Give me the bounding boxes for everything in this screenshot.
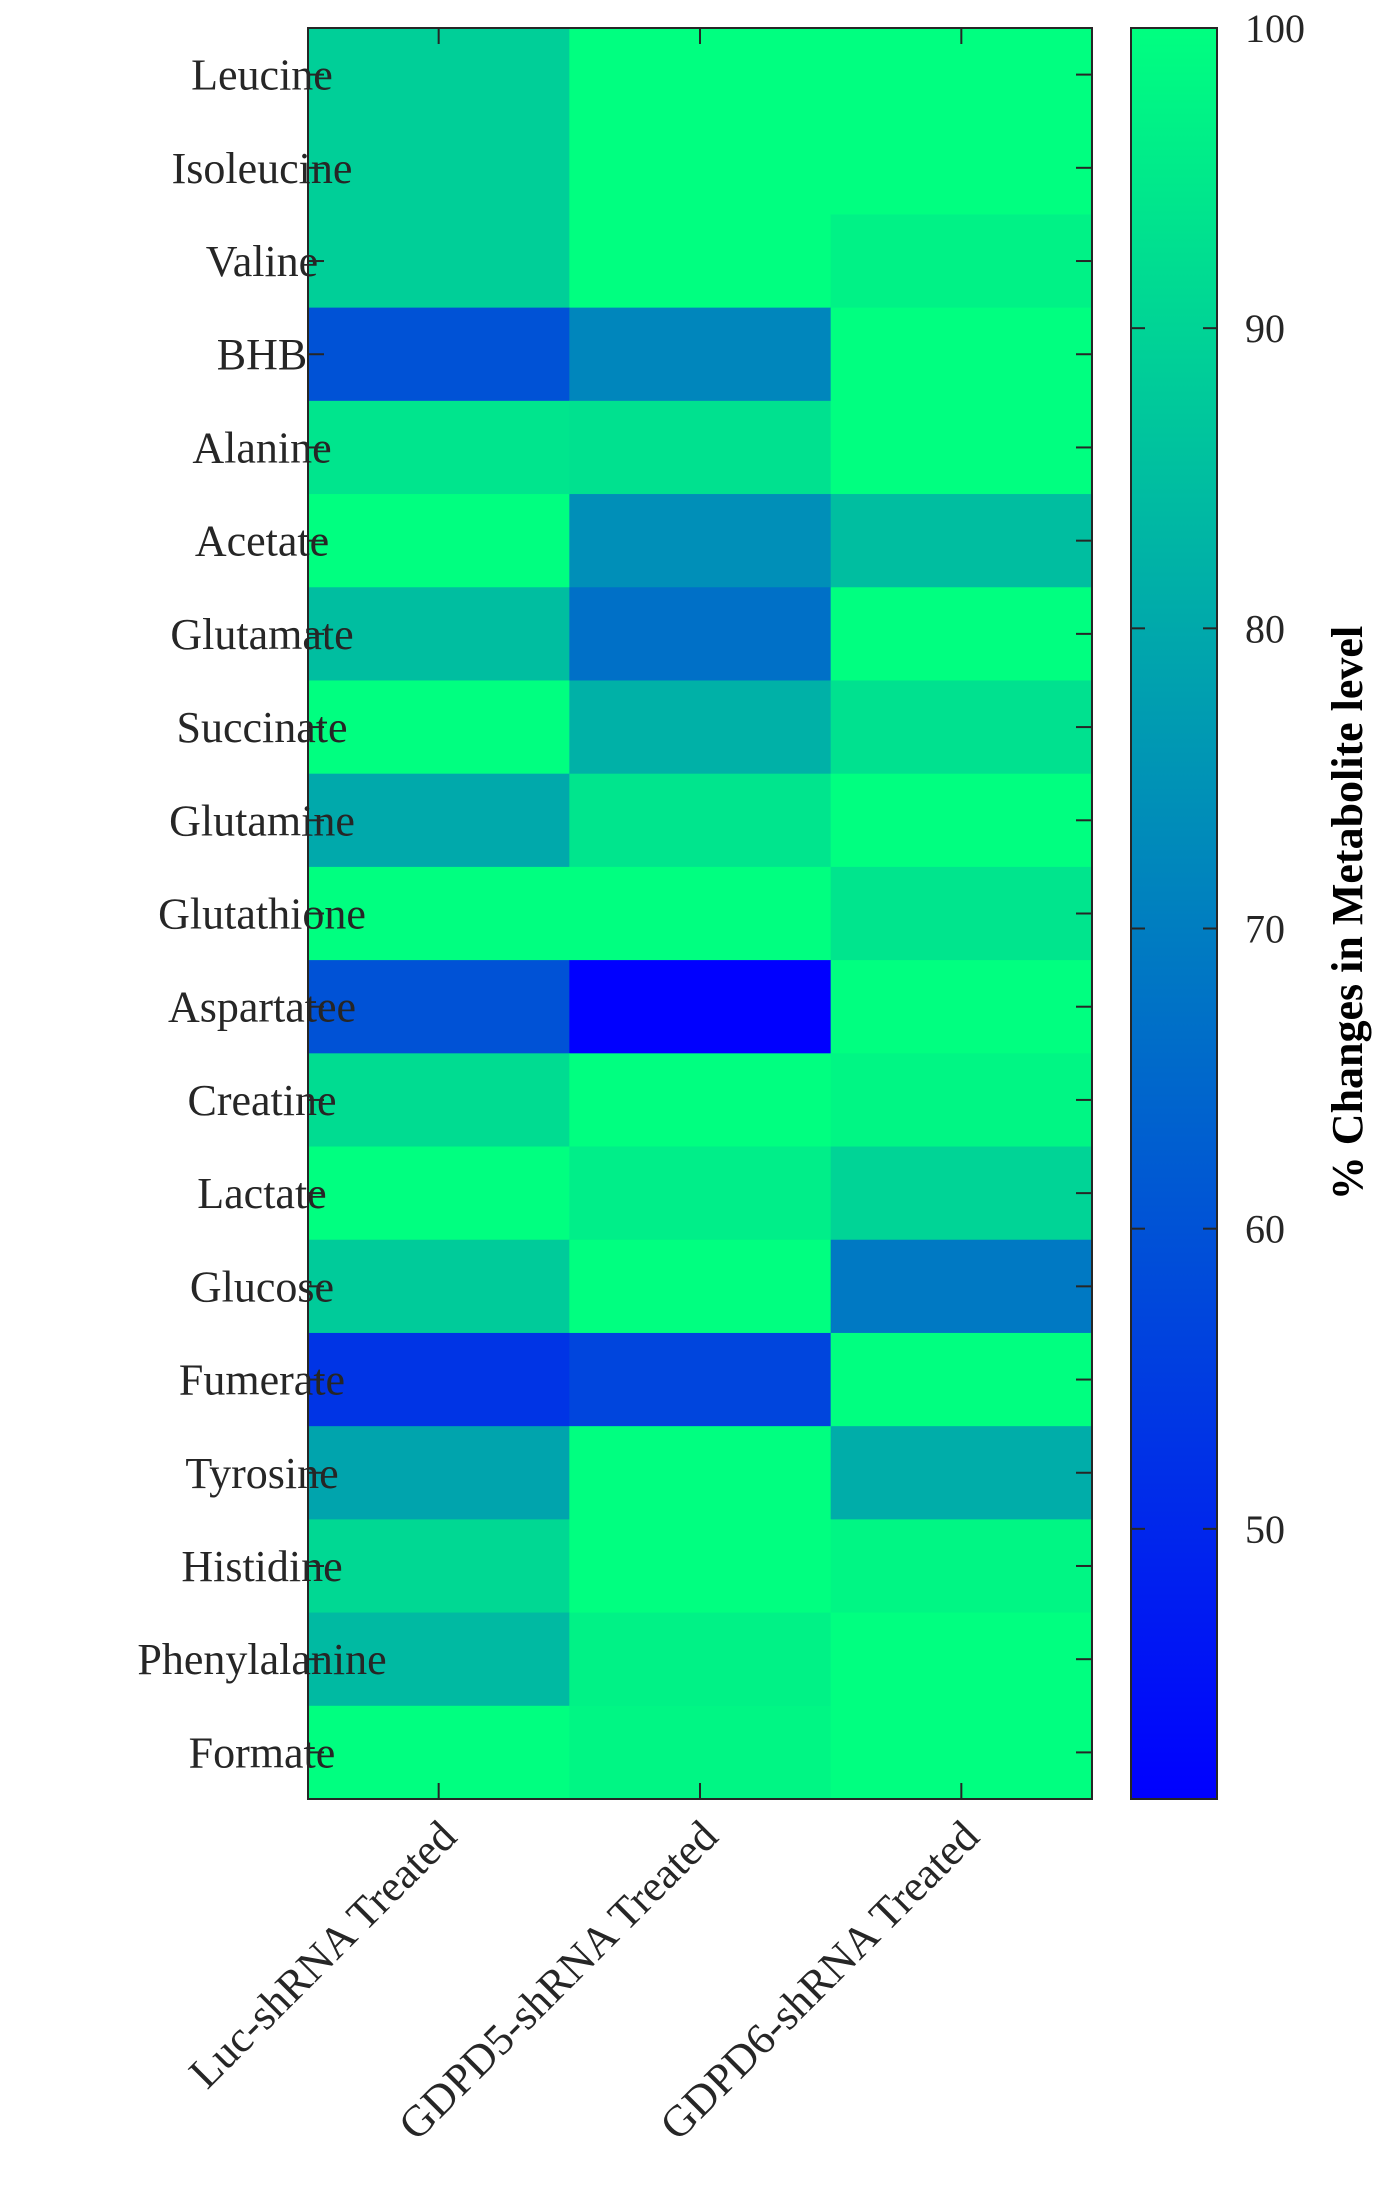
heatmap-cell [830,866,1093,961]
heatmap-cell [830,1426,1093,1520]
row-label: Glutamine [169,796,355,845]
heatmap-cell [830,121,1093,215]
heatmap-cell [830,1332,1093,1427]
row-label: Valine [206,237,318,286]
heatmap-cell [830,1612,1093,1707]
row-label: Tyrosine [185,1449,338,1498]
heatmap-cell [308,1146,570,1241]
row-label: Isoleucine [172,144,353,193]
row-label: Glucose [190,1262,334,1311]
heatmap-cells [308,28,1093,1800]
heatmap-cell [569,494,832,588]
heatmap-cell [830,1519,1093,1614]
row-label: Succinate [176,703,347,752]
heatmap-cell [308,1519,570,1614]
heatmap-cell [569,400,832,495]
colorbar-tick-label: 90 [1245,306,1285,351]
heatmap-cell [830,494,1093,588]
heatmap-cell [830,680,1093,775]
heatmap-cell [569,1146,832,1241]
heatmap-cell [569,1426,832,1520]
heatmap-cell [830,400,1093,495]
heatmap-cell [830,587,1093,681]
heatmap-cell [569,307,832,402]
heatmap-cell [830,307,1093,402]
row-label: Glutathione [158,890,366,939]
heatmap-cell [308,1612,570,1707]
heatmap-cell [830,960,1093,1054]
heatmap-cell [308,1332,570,1427]
colorbar-tick-label: 60 [1245,1207,1285,1252]
heatmap-cell [308,866,570,961]
heatmap-cell [569,1612,832,1707]
heatmap-cell [569,1332,832,1427]
colorbar-title: % Changes in Metabolite level [1323,626,1372,1200]
row-label: BHB [217,330,307,379]
heatmap-cell [830,1239,1093,1334]
heatmap-cell [830,214,1093,309]
colorbar-tick-label: 70 [1245,907,1285,952]
heatmap-cell [308,1053,570,1148]
heatmap-cell [569,960,832,1054]
heatmap-cell [308,680,570,775]
heatmap-cell [830,1146,1093,1241]
colorbar-tick-label: 100 [1245,6,1305,51]
colorbar-tick-label: 50 [1245,1507,1285,1552]
heatmap-cell [308,494,570,588]
heatmap-cell [569,587,832,681]
heatmap-cell [569,121,832,215]
heatmap-cell [569,1053,832,1148]
row-label: Formate [189,1728,336,1777]
row-label: Glutamate [170,610,353,659]
heatmap-cell [830,1053,1093,1148]
heatmap-cell [308,960,570,1054]
row-label: Aspartatee [168,983,356,1032]
heatmap-cell [308,587,570,681]
row-label: Creatine [187,1076,336,1125]
column-label: Luc-shRNA Treated [180,1811,466,2097]
heatmap-cell [308,773,570,868]
row-label: Histidine [181,1542,342,1591]
row-label: Fumerate [179,1356,345,1405]
heatmap-cell [830,773,1093,868]
row-label: Phenylalanine [137,1635,386,1684]
heatmap-cell [569,773,832,868]
row-labels: Leucine Isoleucine Valine BHB Alanine Acetate… [137,51,386,1778]
heatmap-cell [569,1239,832,1334]
axis-ticks [308,28,1092,1799]
heatmap-cell [308,307,570,402]
heatmap-cell [308,214,570,309]
row-label: Lactate [197,1169,326,1218]
heatmap-cell [308,1239,570,1334]
row-label: Leucine [191,51,333,100]
heatmap-cell [308,400,570,495]
colorbar [1130,27,1218,1800]
heatmap-cell [569,866,832,961]
heatmap-cell [569,1519,832,1614]
heatmap-cell [308,121,570,215]
heatmap-cell [308,1426,570,1520]
row-label: Acetate [195,517,329,566]
heatmap-cell [569,214,832,309]
colorbar-ticks: 50 60 70 80 90 100 [1131,6,1305,1552]
colorbar-tick-label: 80 [1245,606,1285,651]
row-label: Alanine [192,423,331,472]
heatmap-cell [569,680,832,775]
